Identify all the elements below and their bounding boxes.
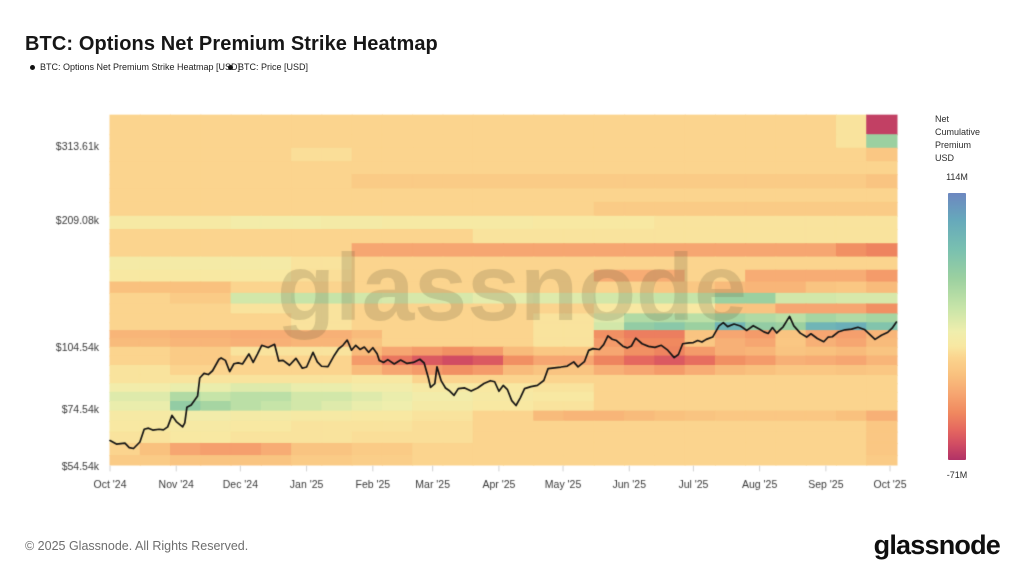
legend-item-price[interactable]: BTC: Price [USD] [228,62,308,72]
page-title: BTC: Options Net Premium Strike Heatmap [25,33,438,56]
legend-dot-icon [228,64,233,70]
colorbar-title-line: Net [935,114,950,124]
colorbar-title-line: Premium [935,140,972,150]
colorbar-title: Net Cumulative Premium USD [935,113,980,165]
colorbar-max-label: 114M [946,172,968,182]
colorbar-gradient [948,193,966,460]
colorbar-title-line: USD [935,153,955,163]
legend-dot-icon [30,64,35,70]
colorbar-title-line: Cumulative [935,127,981,137]
legend-item-label: BTC: Options Net Premium Strike Heatmap … [40,62,241,72]
legend-item-heatmap[interactable]: BTC: Options Net Premium Strike Heatmap … [30,62,240,72]
footer-copyright: © 2025 Glassnode. All Rights Reserved. [25,539,249,553]
glassnode-logo: glassnode [873,530,1001,560]
legend-item-label: BTC: Price [USD] [238,62,309,72]
colorbar-min-label: -71M [946,470,968,480]
